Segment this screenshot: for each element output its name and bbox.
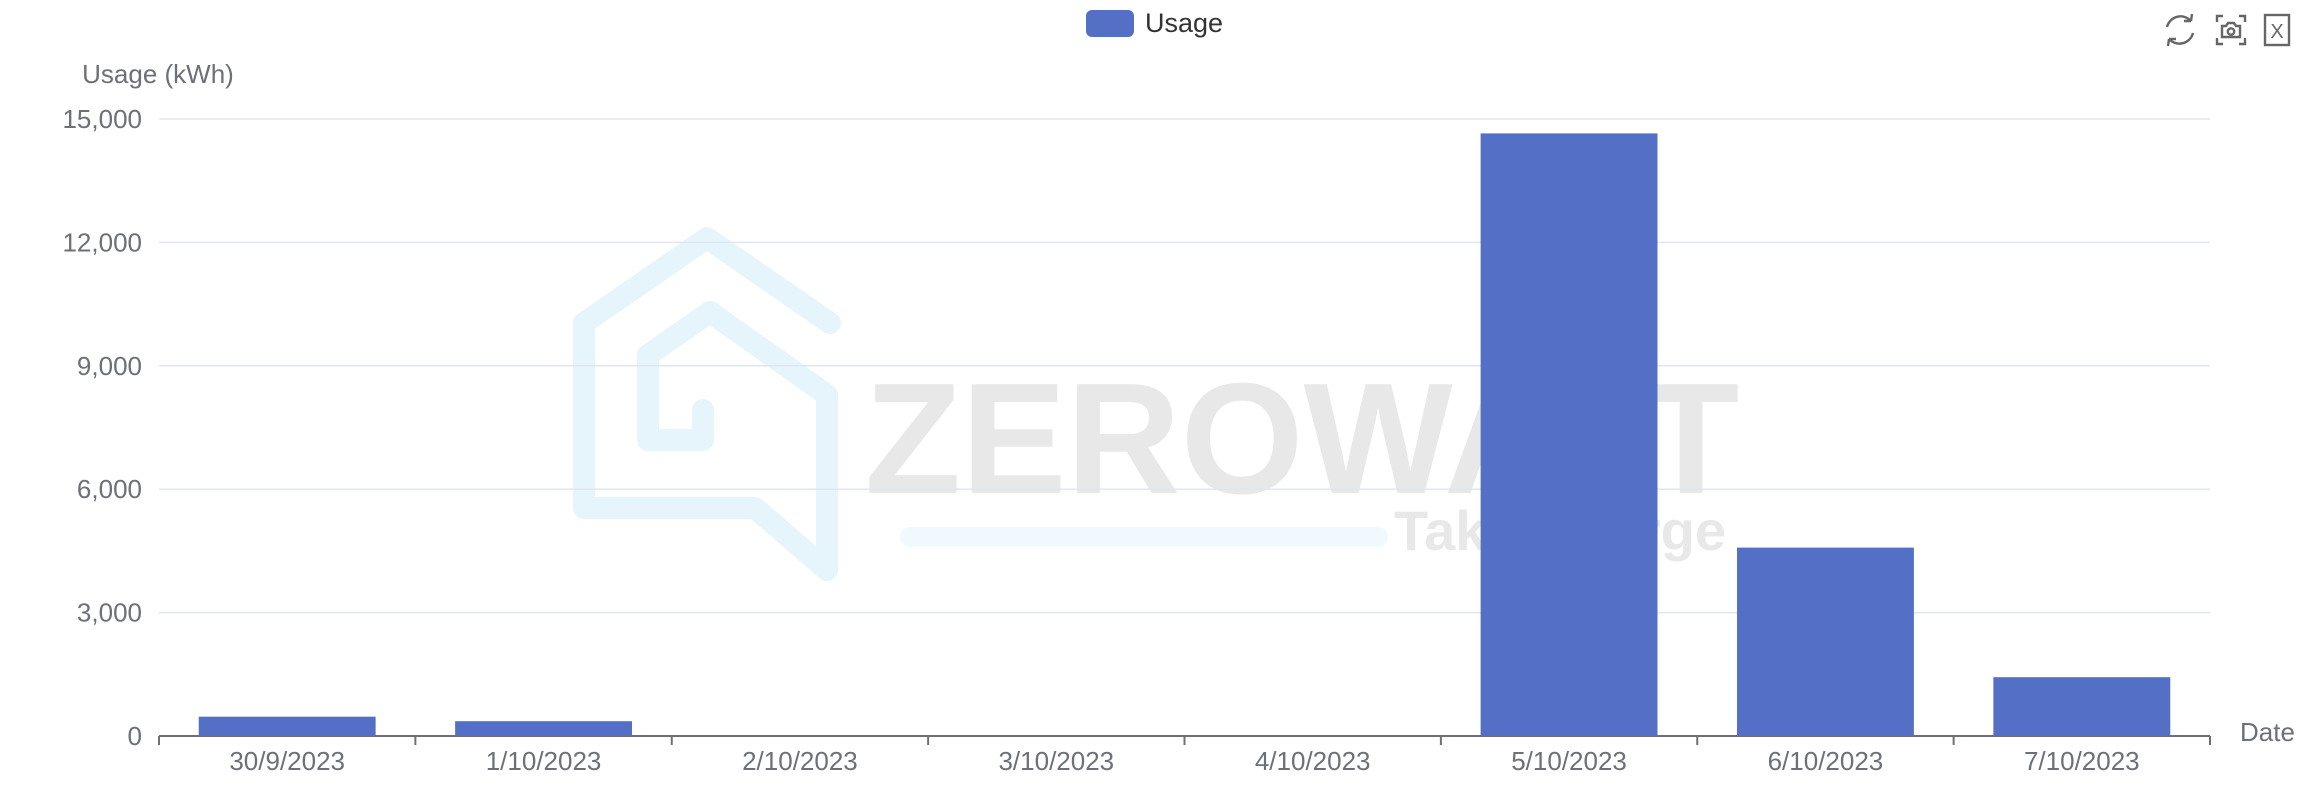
y-tick-label: 15,000 bbox=[62, 104, 142, 134]
x-tick-label: 1/10/2023 bbox=[486, 746, 602, 776]
bar[interactable] bbox=[455, 721, 633, 736]
camera-icon bbox=[2215, 14, 2247, 46]
watermark-house-icon bbox=[573, 227, 841, 581]
bar[interactable] bbox=[1480, 133, 1658, 736]
x-tick-label: 4/10/2023 bbox=[1255, 746, 1371, 776]
legend[interactable]: Usage bbox=[1086, 8, 1223, 38]
save-image-button[interactable] bbox=[2215, 14, 2247, 46]
x-tick-label: 3/10/2023 bbox=[998, 746, 1114, 776]
y-tick-label: 6,000 bbox=[77, 474, 142, 504]
x-axis: 30/9/2023 1/10/2023 2/10/2023 3/10/2023 4/10… bbox=[158, 735, 2211, 776]
restore-button[interactable] bbox=[2165, 13, 2195, 47]
x-axis-title: Date bbox=[2240, 717, 2295, 747]
y-tick-label: 9,000 bbox=[77, 351, 142, 381]
x-tick-label: 7/10/2023 bbox=[2024, 746, 2140, 776]
excel-icon bbox=[2263, 13, 2291, 47]
y-tick-label: 0 bbox=[128, 721, 142, 751]
x-tick-label: 5/10/2023 bbox=[1511, 746, 1627, 776]
y-axis-title: Usage (kWh) bbox=[82, 59, 234, 89]
x-tick-label: 30/9/2023 bbox=[229, 746, 345, 776]
refresh-icon bbox=[2165, 13, 2195, 47]
watermark-underline bbox=[900, 527, 1388, 547]
y-tick-label: 12,000 bbox=[62, 227, 142, 257]
x-tick-label: 2/10/2023 bbox=[742, 746, 858, 776]
y-axis-ticks: 0 3,000 6,000 9,000 12,000 15,000 bbox=[62, 104, 142, 751]
legend-entry-label: Usage bbox=[1145, 8, 1223, 38]
y-tick-label: 3,000 bbox=[77, 598, 142, 628]
bar[interactable] bbox=[198, 716, 376, 736]
legend-swatch bbox=[1086, 10, 1134, 37]
bar[interactable] bbox=[1736, 547, 1914, 736]
export-excel-button[interactable]: X bbox=[2263, 13, 2291, 47]
bar[interactable] bbox=[1993, 677, 2171, 736]
x-tick-label: 6/10/2023 bbox=[1768, 746, 1884, 776]
bars bbox=[198, 133, 2171, 736]
excel-glyph: X bbox=[2270, 21, 2283, 43]
grid-lines bbox=[159, 118, 2210, 614]
